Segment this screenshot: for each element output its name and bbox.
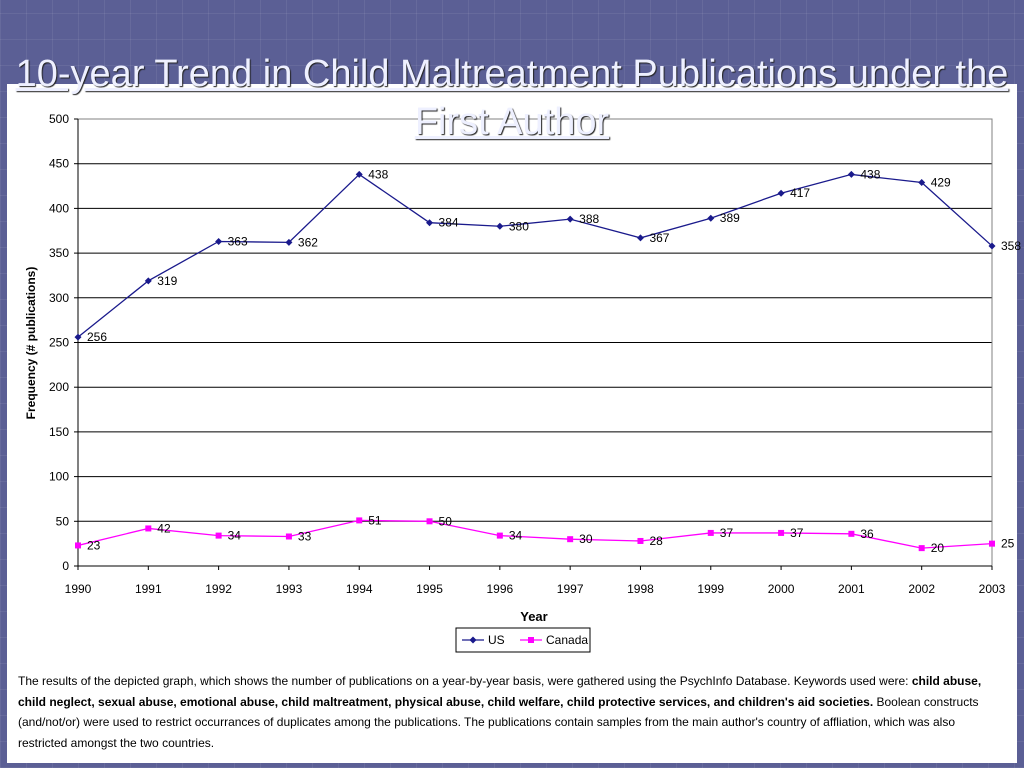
- data-label-us: 389: [720, 211, 740, 225]
- data-point-canada: [848, 530, 855, 537]
- data-point-canada: [989, 540, 995, 547]
- data-label-canada: 36: [860, 527, 874, 541]
- data-point-us: [918, 178, 926, 186]
- caption-text-continued: Boolean constructs (and/not/or) were use…: [18, 694, 979, 750]
- data-label-us: 417: [790, 186, 810, 200]
- data-label-us: 380: [509, 219, 529, 233]
- data-point-us: [777, 189, 785, 197]
- data-point-us: [847, 170, 855, 178]
- data-point-canada: [496, 532, 503, 539]
- data-label-us: 384: [439, 216, 459, 230]
- data-label-canada: 23: [87, 538, 101, 552]
- data-label-canada: 28: [649, 534, 663, 548]
- data-point-canada: [567, 536, 574, 543]
- data-label-us: 256: [87, 330, 107, 344]
- data-label-us: 367: [649, 231, 669, 245]
- data-point-us: [144, 277, 152, 285]
- data-point-canada: [707, 529, 714, 536]
- data-label-canada: 34: [509, 529, 523, 543]
- legend-marker-canada: [528, 637, 534, 643]
- caption: The results of the depicted graph, which…: [18, 671, 1004, 753]
- data-point-us: [636, 234, 644, 242]
- x-tick-label: 1992: [205, 582, 232, 596]
- data-point-canada: [356, 517, 363, 524]
- x-tick-label: 2001: [838, 582, 865, 596]
- x-tick-label: 1991: [135, 582, 162, 596]
- data-point-us: [285, 238, 293, 246]
- x-tick-label: 2000: [768, 582, 795, 596]
- x-tick-label: 1994: [346, 582, 373, 596]
- data-label-canada: 51: [368, 513, 382, 527]
- data-label-canada: 42: [157, 521, 171, 535]
- data-label-canada: 25: [1001, 537, 1015, 551]
- y-axis-label: Frequency (# publications): [24, 267, 38, 420]
- data-point-us: [74, 333, 82, 341]
- data-label-canada: 34: [228, 529, 242, 543]
- data-label-us: 429: [931, 175, 951, 189]
- legend-label-us: US: [488, 633, 505, 647]
- data-point-us: [215, 237, 223, 245]
- data-label-canada: 37: [720, 526, 734, 540]
- x-tick-label: 1997: [557, 582, 584, 596]
- y-tick-label: 100: [49, 470, 69, 484]
- data-point-canada: [145, 525, 152, 532]
- x-tick-label: 2003: [979, 582, 1006, 596]
- y-tick-label: 50: [56, 514, 70, 528]
- data-point-us: [426, 219, 434, 227]
- data-point-us: [355, 170, 363, 178]
- x-tick-label: 1990: [65, 582, 92, 596]
- legend-marker-us: [469, 636, 477, 644]
- data-label-us: 362: [298, 235, 318, 249]
- x-tick-label: 1998: [627, 582, 654, 596]
- data-point-us: [496, 222, 504, 230]
- data-point-us: [988, 242, 996, 250]
- slide-title: 10-year Trend in Child Maltreatment Publ…: [15, 53, 1009, 143]
- data-label-canada: 30: [579, 532, 593, 546]
- y-tick-label: 250: [49, 336, 69, 350]
- data-point-canada: [215, 532, 222, 539]
- data-label-canada: 50: [439, 514, 453, 528]
- data-point-us: [566, 215, 574, 223]
- series-line-us: [77, 173, 993, 338]
- legend-label-canada: Canada: [546, 633, 588, 647]
- data-point-canada: [285, 533, 292, 540]
- data-label-us: 358: [1001, 239, 1021, 253]
- x-axis-label: Year: [520, 609, 547, 624]
- data-label-us: 438: [860, 167, 880, 181]
- x-tick-label: 2002: [908, 582, 935, 596]
- y-tick-label: 450: [49, 157, 69, 171]
- x-tick-label: 1996: [486, 582, 513, 596]
- data-label-canada: 20: [931, 541, 945, 555]
- y-tick-label: 150: [49, 425, 69, 439]
- data-point-canada: [778, 529, 785, 536]
- data-point-canada: [75, 542, 81, 549]
- x-tick-label: 1995: [416, 582, 443, 596]
- data-point-canada: [637, 537, 644, 544]
- y-tick-label: 300: [49, 291, 69, 305]
- data-label-canada: 33: [298, 529, 312, 543]
- y-tick-label: 0: [62, 559, 69, 573]
- caption-keywords: child abuse, child neglect, sexual abuse…: [18, 674, 982, 709]
- data-label-us: 319: [157, 274, 177, 288]
- caption-text: The results of the depicted graph, which…: [18, 674, 912, 688]
- y-tick-label: 350: [49, 246, 69, 260]
- data-label-us: 388: [579, 212, 599, 226]
- y-tick-label: 400: [49, 201, 69, 215]
- data-label-us: 438: [368, 167, 388, 181]
- data-label-us: 363: [228, 234, 248, 248]
- data-point-canada: [426, 518, 433, 525]
- x-tick-label: 1999: [697, 582, 724, 596]
- y-tick-label: 500: [49, 112, 69, 126]
- x-tick-label: 1993: [276, 582, 303, 596]
- data-point-canada: [918, 545, 925, 552]
- data-label-canada: 37: [790, 526, 804, 540]
- y-tick-label: 200: [49, 380, 69, 394]
- data-point-us: [707, 214, 715, 222]
- series-line-canada: [77, 519, 993, 549]
